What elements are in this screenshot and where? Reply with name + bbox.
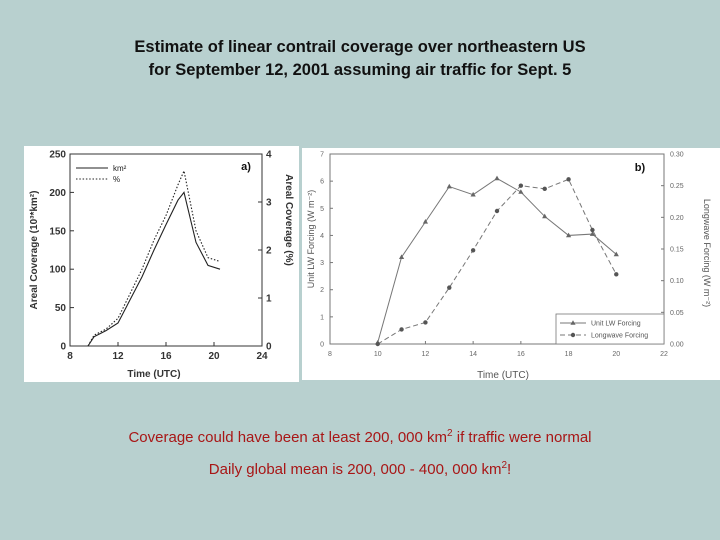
caption-coverage: Coverage could have been at least 200, 0… <box>0 428 720 446</box>
y-tick-label-a: 100 <box>49 265 66 276</box>
x-tick-label-a: 24 <box>256 351 268 362</box>
y-tick-label-a: 150 <box>49 226 66 237</box>
y-axis-label-a: Areal Coverage (10³*km²) <box>29 191 40 310</box>
series-line-a-2 <box>87 169 221 347</box>
caption-1-end: if traffic were normal <box>452 429 592 446</box>
y-tick-label-a: 200 <box>49 188 66 199</box>
panel-label-b: b) <box>635 162 646 174</box>
y-tick-label-b: 4 <box>320 233 324 240</box>
data-point-b-2 <box>375 341 380 347</box>
data-point-b-2 <box>470 248 476 253</box>
caption-2-sup: 2 <box>501 460 508 471</box>
data-point-b-1 <box>518 189 524 194</box>
y-tick-label-a: 50 <box>55 303 67 314</box>
caption-2-end: ! <box>507 461 512 478</box>
caption-global-mean: Daily global mean is 200, 000 - 400, 000… <box>0 460 720 478</box>
chart-panel-b: 8 10 12 14 16 18 20 22 0 1 2 3 4 5 6 7 0.00 0.05 0.10 0.15 0… <box>302 148 720 380</box>
data-point-b-1 <box>494 175 500 181</box>
data-point-b-1 <box>446 183 452 189</box>
y-tick-label-b: 6 <box>320 179 324 186</box>
legend-label-a-1: km² <box>113 164 127 173</box>
data-point-b-2 <box>494 208 500 214</box>
y-tick-label-b: 3 <box>320 260 324 267</box>
data-point-b-1 <box>542 213 548 219</box>
y2-axis-label-a: Areal Coverage (%) <box>283 174 294 266</box>
data-point-b-2 <box>542 186 547 192</box>
x-tick-label-b: 12 <box>422 351 430 358</box>
y2-axis-label-b: Longwave Forcing (W m⁻²) <box>702 199 712 307</box>
data-point-b-1 <box>565 232 572 238</box>
y2-tick-label-b: 0.30 <box>670 152 684 159</box>
data-point-b-1 <box>422 219 429 224</box>
y-tick-label-a: 0 <box>60 342 66 353</box>
title-line-1: Estimate of linear contrail coverage ove… <box>134 38 586 56</box>
y2-tick-label-b: 0.25 <box>670 183 684 190</box>
y-tick-label-a: 250 <box>49 150 66 161</box>
y2-tick-label-b: 0.05 <box>670 310 684 317</box>
y2-tick-label-a: 0 <box>266 342 272 353</box>
y-tick-label-b: 5 <box>320 206 324 213</box>
y-tick-label-b: 2 <box>320 287 324 294</box>
data-point-b-1 <box>613 251 619 257</box>
y2-tick-label-a: 2 <box>266 246 272 257</box>
data-point-b-2 <box>399 327 404 332</box>
x-tick-label-a: 8 <box>67 351 73 362</box>
x-tick-label-b: 22 <box>660 351 668 358</box>
legend-label-a-2: % <box>113 175 120 184</box>
x-tick-label-b: 8 <box>328 351 332 358</box>
panel-label-a: a) <box>241 161 251 173</box>
data-point-b-2 <box>518 183 524 188</box>
data-point-b-2 <box>423 320 428 325</box>
y2-tick-label-b: 0.20 <box>670 215 684 222</box>
caption-1-text: Coverage could have been at least 200, 0… <box>128 429 448 446</box>
caption-1-sup: 2 <box>447 428 453 439</box>
x-tick-label-b: 20 <box>612 351 620 358</box>
data-point-b-1 <box>589 231 596 236</box>
data-point-b-2 <box>614 272 619 277</box>
y2-tick-label-b: 0.10 <box>670 278 684 285</box>
x-tick-label-b: 18 <box>565 351 573 358</box>
x-axis-label-b: Time (UTC) <box>477 370 529 380</box>
legend-marker-b-1 <box>570 320 576 325</box>
y2-tick-label-a: 3 <box>266 198 272 209</box>
plot-frame-a <box>69 153 263 347</box>
y-tick-label-b: 7 <box>320 152 324 159</box>
data-point-b-2 <box>590 227 595 233</box>
y-tick-label-b: 0 <box>320 342 324 349</box>
data-point-b-2 <box>566 177 571 182</box>
series-line-a-1 <box>87 191 221 347</box>
y2-tick-label-a: 4 <box>266 150 272 161</box>
y2-tick-label-b: 0.15 <box>670 247 684 254</box>
data-point-b-1 <box>398 254 405 259</box>
x-tick-label-b: 10 <box>374 351 382 358</box>
y2-tick-label-b: 0.00 <box>670 342 684 349</box>
data-point-b-2 <box>447 285 452 290</box>
x-tick-label-a: 16 <box>160 351 172 362</box>
x-axis-label-a: Time (UTC) <box>127 369 180 380</box>
caption-2-text: Daily global mean is 200, 000 - 400, 000… <box>208 461 502 478</box>
y2-tick-label-a: 1 <box>266 294 272 305</box>
legend-label-b-2: Longwave Forcing <box>591 333 648 340</box>
y-axis-label-b: Unit LW Forcing (W m⁻²) <box>306 190 316 289</box>
x-tick-label-b: 16 <box>517 351 525 358</box>
x-tick-label-a: 12 <box>112 351 124 362</box>
slide-title: Estimate of linear contrail coverage ove… <box>0 36 720 82</box>
data-point-b-1 <box>470 191 476 197</box>
chart-panel-a: 8 12 16 20 24 0 50 100 150 200 250 0 1 2 3 4 Time (UTC) A… <box>24 146 299 382</box>
legend-label-b-1: Unit LW Forcing <box>591 321 641 328</box>
legend-box-b <box>555 313 665 345</box>
legend-marker-b-2 <box>570 332 576 338</box>
title-line-2: for September 12, 2001 assuming air traf… <box>148 61 572 79</box>
x-tick-label-b: 14 <box>469 351 477 358</box>
chart-b-svg: 8 10 12 14 16 18 20 22012345670.000.050.100.150… <box>306 152 712 381</box>
x-tick-label-a: 20 <box>208 351 220 362</box>
y-tick-label-b: 1 <box>320 314 324 321</box>
